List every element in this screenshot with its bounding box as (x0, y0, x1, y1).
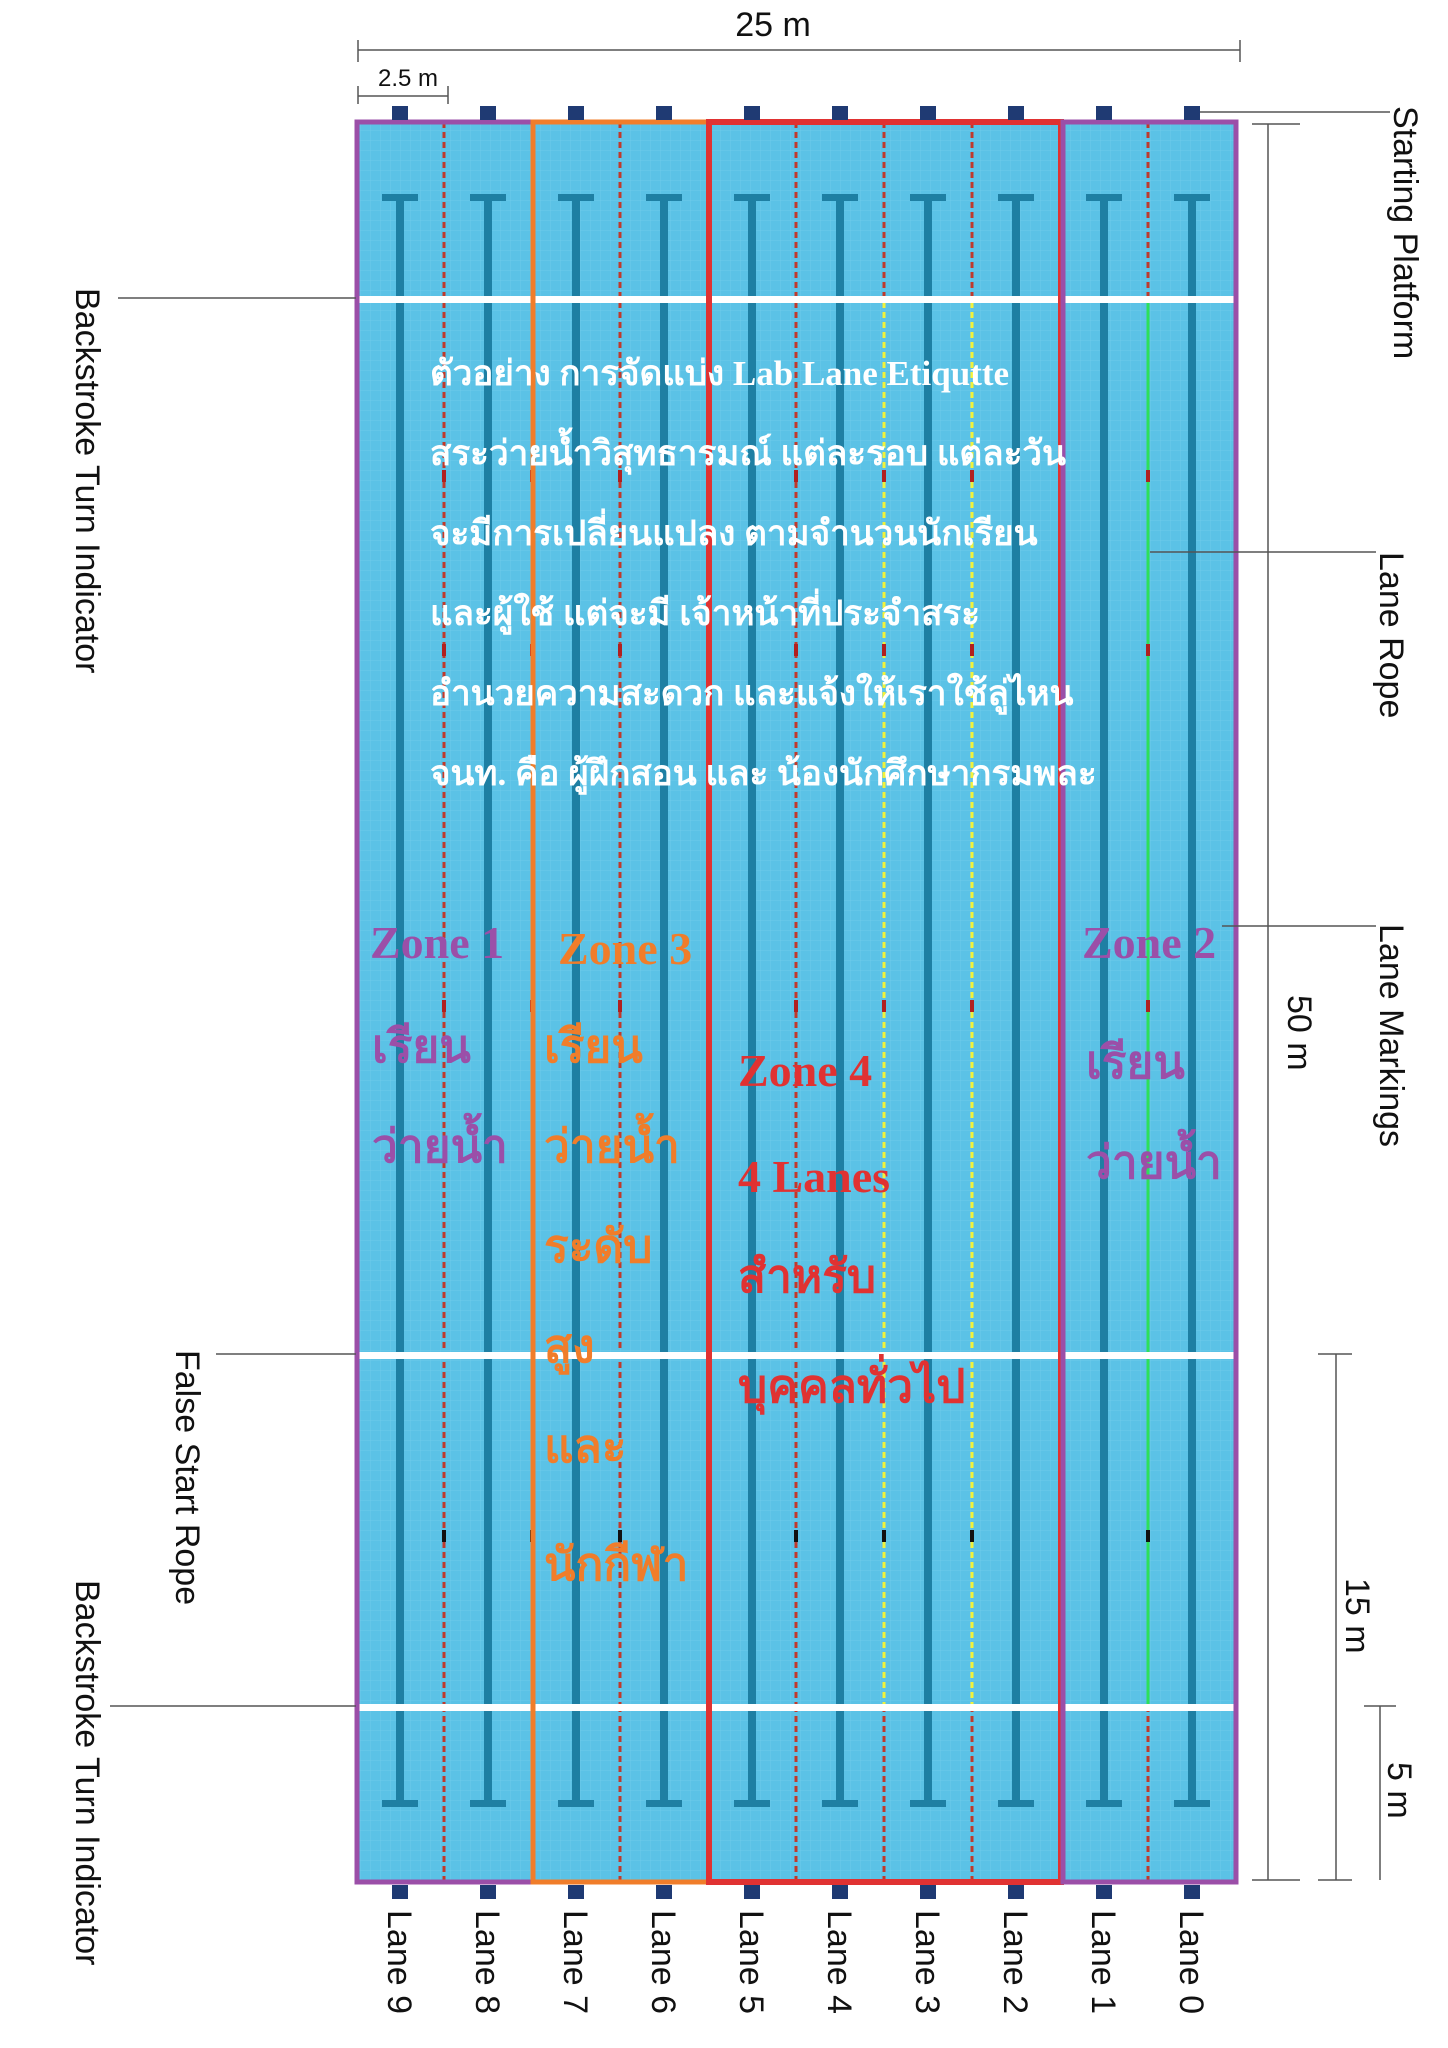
zone-4-line-2: สำหรับ (738, 1251, 876, 1302)
starting-platform-top (1184, 106, 1200, 120)
lane-label: Lane 0 (1172, 1910, 1210, 2014)
zone-3-line-2: ว่ายน้ำ (544, 1112, 680, 1172)
pool-width-label: 25 m (735, 6, 811, 44)
lane-label: Lane 5 (732, 1910, 770, 2014)
false-start-distance-label: 15 m (1338, 1578, 1376, 1654)
lane-rope (794, 122, 798, 1882)
lane-label: Lane 7 (556, 1910, 594, 2014)
starting-platform-bottom (656, 1885, 672, 1899)
lane-marking (558, 194, 594, 1807)
zone-4-line-3: บุคคลทั่วไป (738, 1354, 965, 1415)
zone-3-label: Zone 3 เรียน ว่ายน้ำ ระดับ สูง และ นักกี… (544, 923, 692, 1590)
zone-3-title: Zone 3 (558, 923, 692, 974)
false-start-callout: False Start Rope (168, 1350, 206, 1605)
zone-2-line-2: ว่ายน้ำ (1086, 1128, 1222, 1188)
lane-label: Lane 3 (908, 1910, 946, 2014)
note-line-5: อำนวยความสะดวก และแจ้งให้เราใช้ลู่ไหน (430, 672, 1074, 715)
lane-rope (1146, 122, 1150, 1882)
zone-4-title: Zone 4 (738, 1045, 872, 1096)
starting-platform-bottom (568, 1885, 584, 1899)
note-line-4: และผู้ใช้ แต่จะมี เจ้าหน้าที่ประจำสระ (430, 588, 980, 635)
lane-label: Lane 4 (820, 1910, 858, 2014)
lane-marking (470, 194, 506, 1807)
starting-platform-bottom (480, 1885, 496, 1899)
zone-1-line-2: ว่ายน้ำ (372, 1112, 508, 1172)
starting-platform-bottom (832, 1885, 848, 1899)
starting-platform-bottom (1184, 1885, 1200, 1899)
lane-rope-callout: Lane Rope (1372, 552, 1410, 718)
backstroke-bottom-callout: Backstroke Turn Indicator (68, 1580, 106, 1966)
zone-1-line-1: เรียน (372, 1021, 471, 1072)
lane-label: Lane 2 (996, 1910, 1034, 2014)
lane-marking (910, 194, 946, 1807)
lane-rope (442, 122, 446, 1882)
lane-label: Lane 8 (468, 1910, 506, 2014)
backstroke-indicator-bottom-rope (356, 1704, 1236, 1711)
zone-3-line-4: สูง (544, 1321, 595, 1375)
starting-platform-bottom (1008, 1885, 1024, 1899)
lane-rope (882, 122, 886, 1882)
lane-label: Lane 6 (644, 1910, 682, 2014)
starting-platform-bottom (920, 1885, 936, 1899)
backstroke-distance-label: 5 m (1380, 1762, 1418, 1819)
zone-2-border (1060, 119, 1239, 1885)
lane-label: Lane 1 (1084, 1910, 1122, 2014)
starting-platform-top (568, 106, 584, 120)
starting-platform-bottom (744, 1885, 760, 1899)
zone-1-title: Zone 1 (370, 917, 504, 968)
starting-platform-top (920, 106, 936, 120)
starting-platform-top (480, 106, 496, 120)
zone-2-label: Zone 2 เรียน ว่ายน้ำ (1082, 917, 1222, 1188)
lane-marking (382, 194, 418, 1807)
lane-rope (970, 122, 974, 1882)
note-line-6: จนท. คือ ผู้ฝึกสอน และ น้องนักศึกษากรมพล… (430, 754, 1097, 795)
false-start-rope (356, 1352, 1236, 1359)
lane-marking (1174, 194, 1210, 1807)
starting-platform-bottom (1096, 1885, 1112, 1899)
starting-platform-top (392, 106, 408, 120)
lane-label: Lane 9 (380, 1910, 418, 2014)
starting-platform-bottom (392, 1885, 408, 1899)
note-line-3: จะมีการเปลี่ยนแปลง ตามจำนวนนักเรียน (430, 508, 1038, 553)
starting-platform-callout: Starting Platform (1386, 106, 1424, 359)
zone-3-line-5: และ (544, 1421, 627, 1472)
zone-3-line-1: เรียน (544, 1021, 643, 1072)
zone-4-line-1: 4 Lanes (738, 1151, 890, 1202)
pool-length-label: 50 m (1280, 995, 1318, 1071)
starting-platform-top (656, 106, 672, 120)
starting-platform-top (832, 106, 848, 120)
zone-3-line-3: ระดับ (544, 1221, 653, 1272)
starting-platform-top (1008, 106, 1024, 120)
lane-labels-group: Lane 9 Lane 8 Lane 7 Lane 6 Lane 5 Lane 4 Lane… (380, 1910, 1210, 2014)
lane-width-label: 2.5 m (378, 65, 438, 92)
starting-platform-top (1096, 106, 1112, 120)
backstroke-indicator-top-rope (356, 296, 1236, 303)
starting-platforms-group (392, 106, 1200, 1899)
zone-2-title: Zone 2 (1082, 917, 1216, 968)
zone-4-label: Zone 4 4 Lanes สำหรับ บุคคลทั่วไป (738, 1045, 965, 1415)
note-line-2: สระว่ายน้ำวิสุทธารมณ์ แต่ละรอบ แต่ละวัน (430, 427, 1066, 475)
lane-marking (822, 194, 858, 1807)
zone-3-line-6: นักกีฬา (544, 1539, 688, 1590)
zone-2-line-1: เรียน (1086, 1037, 1185, 1088)
lane-rope (618, 122, 622, 1882)
lane-marking (734, 194, 770, 1807)
lane-marking (1086, 194, 1122, 1807)
lane-markings-callout: Lane Markings (1372, 924, 1410, 1147)
lane-marking (646, 194, 682, 1807)
backstroke-top-callout: Backstroke Turn Indicator (68, 288, 106, 674)
lane-marking (998, 194, 1034, 1807)
zone-1-label: Zone 1 เรียน ว่ายน้ำ (370, 917, 508, 1172)
note-line-1: ตัวอย่าง การจัดแบ่ง Lab Lane Etiqutte (430, 354, 1009, 393)
lane-markings-group (382, 194, 1210, 1807)
lane-etiquette-note: ตัวอย่าง การจัดแบ่ง Lab Lane Etiqutte สร… (430, 354, 1097, 795)
starting-platform-top (744, 106, 760, 120)
